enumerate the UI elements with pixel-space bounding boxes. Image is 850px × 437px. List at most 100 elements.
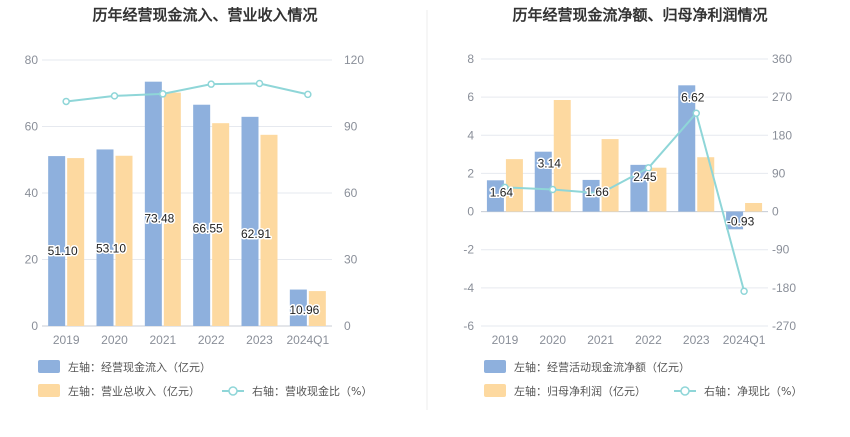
category-tick-label: 2021: [149, 333, 176, 347]
bar-data-label: 2.45: [633, 170, 657, 184]
right-axis-tick-label: 90: [772, 166, 786, 180]
ratio-line: [66, 82, 309, 103]
left-axis-tick-label: -4: [463, 281, 474, 295]
left-axis-tick-label: 60: [25, 120, 39, 134]
category-tick-label: 2020: [101, 333, 128, 347]
left-axis-tick-label: 40: [25, 186, 39, 200]
category-tick-label: 2022: [198, 333, 225, 347]
category-tick-label: 2019: [53, 333, 80, 347]
ratio-point: [549, 185, 557, 194]
bar-secondary: [601, 139, 619, 212]
bar-data-label: 3.14: [538, 157, 562, 171]
right-axis-tick-label: -90: [772, 243, 790, 257]
bar-data-label: 10.96: [289, 303, 319, 317]
legend-label: 右轴：营收现金比（%）: [252, 384, 372, 398]
bar-data-label: -0.93: [727, 214, 755, 228]
legend-label: 左轴：营业总收入（亿元）: [68, 384, 200, 398]
legend-label: 左轴：归母净利润（亿元）: [514, 384, 646, 398]
category-tick-label: 2020: [539, 333, 566, 347]
bar-secondary: [212, 123, 230, 326]
ratio-point: [159, 90, 167, 98]
category-tick-label: 2023: [683, 333, 710, 347]
left-axis-tick-label: 20: [25, 253, 39, 267]
bar-primary: [534, 151, 552, 212]
bar-data-label: 62.91: [241, 227, 271, 241]
bar-secondary: [553, 100, 571, 212]
legend-swatch: [484, 360, 506, 373]
bar-secondary: [697, 157, 715, 212]
ratio-point: [304, 90, 312, 99]
bar-primary: [630, 164, 648, 212]
bar-data-label: 6.62: [681, 90, 705, 104]
bar-primary: [241, 116, 259, 326]
legend-swatch: [38, 384, 60, 397]
category-tick-label: 2022: [635, 333, 662, 347]
bar-primary: [48, 156, 66, 326]
legend-label: 右轴：净现比（%）: [704, 384, 802, 398]
ratio-point: [644, 164, 653, 172]
left-axis-tick-label: 8: [467, 52, 474, 66]
right-axis-tick-label: 270: [772, 90, 792, 104]
right-axis-tick-label: 120: [344, 53, 364, 67]
legend-swatch: [38, 360, 60, 373]
bar-data-label: 51.10: [48, 244, 78, 258]
right-axis-tick-label: 30: [344, 253, 358, 267]
category-tick-label: 2019: [492, 333, 519, 347]
bar-secondary: [649, 167, 667, 212]
bar-primary: [726, 211, 744, 230]
ratio-point: [692, 109, 700, 117]
bar-secondary: [67, 158, 85, 326]
right-axis-tick-label: -180: [772, 281, 796, 295]
right-axis-tick-label: 60: [344, 186, 358, 200]
ratio-point: [62, 97, 70, 106]
left-axis-tick-label: -2: [463, 243, 474, 257]
ratio-point: [740, 287, 748, 295]
bar-secondary: [745, 202, 763, 212]
legend-label: 左轴：经营活动现金流净额（亿元）: [514, 360, 690, 374]
bar-data-label: 1.66: [585, 185, 609, 199]
bar-secondary: [308, 291, 326, 326]
right-axis-tick-label: 360: [772, 52, 792, 66]
ratio-point: [501, 183, 509, 192]
bar-secondary: [260, 134, 278, 326]
bar-primary: [144, 81, 162, 326]
bar-primary: [289, 289, 307, 326]
right-axis-tick-label: 0: [772, 205, 779, 219]
ratio-line: [504, 111, 746, 292]
left-axis-tick-label: 80: [25, 53, 39, 67]
chart-title: 历年经营现金流入、营业收入情况: [92, 6, 317, 24]
category-tick-label: 2023: [246, 333, 273, 347]
bar-secondary: [115, 155, 133, 326]
left-axis-tick-label: 0: [467, 205, 474, 219]
legend-swatch-marker: [228, 386, 238, 396]
category-tick-label: 2024Q1: [723, 333, 766, 347]
ratio-point: [110, 92, 119, 100]
bar-secondary: [505, 159, 523, 212]
legend-swatch: [484, 384, 506, 397]
left-axis-tick-label: 4: [467, 128, 474, 142]
bar-primary: [678, 85, 696, 212]
left-axis-tick-label: -6: [463, 319, 474, 333]
bar-secondary: [163, 92, 181, 327]
bar-data-label: 1.64: [490, 185, 514, 199]
bar-data-label: 66.55: [193, 222, 223, 236]
right-axis-tick-label: 180: [772, 128, 792, 142]
right-axis-tick-label: 90: [344, 120, 358, 134]
category-tick-label: 2024Q1: [286, 333, 329, 347]
bar-primary: [486, 180, 504, 212]
bar-primary: [582, 179, 600, 212]
bar-data-label: 53.10: [96, 241, 126, 255]
right-axis-tick-label: 0: [344, 319, 351, 333]
bar-primary: [96, 149, 114, 326]
category-tick-label: 2021: [587, 333, 614, 347]
chart-title: 历年经营现金流净额、归母净利润情况: [512, 6, 767, 24]
legend-swatch-marker: [680, 386, 690, 396]
right-axis-tick-label: -270: [772, 319, 796, 333]
ratio-point: [255, 79, 264, 88]
left-axis-tick-label: 0: [31, 319, 38, 333]
bar-primary: [193, 104, 211, 326]
ratio-point: [596, 189, 605, 198]
ratio-point: [207, 80, 215, 88]
